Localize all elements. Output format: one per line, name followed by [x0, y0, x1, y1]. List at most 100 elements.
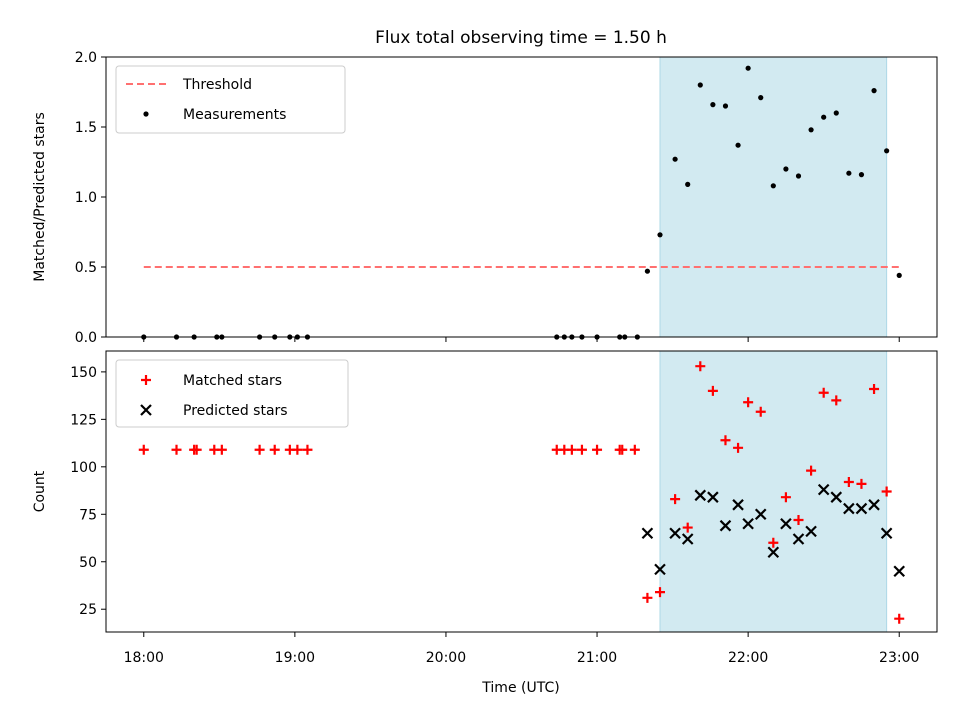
matched-point: [843, 477, 854, 488]
measurement-point: [622, 334, 628, 340]
predicted-point: [719, 519, 732, 532]
y-tick-label: 2.0: [75, 50, 97, 66]
y-tick-label: 25: [79, 602, 97, 618]
y-tick-label: 75: [79, 507, 97, 523]
top-legend: Threshold Measurements: [115, 65, 346, 134]
measurement-point: [257, 334, 263, 340]
measurement-point: [214, 334, 220, 340]
predicted-point: [830, 491, 843, 503]
matched-point: [768, 537, 779, 548]
measurement-point: [745, 65, 751, 71]
measurement-point: [783, 166, 789, 172]
measurement-point: [219, 334, 225, 340]
measurement-point: [294, 334, 300, 340]
matched-point: [818, 387, 829, 398]
measurement-point: [896, 272, 902, 278]
y-tick-label: 0.0: [75, 330, 97, 346]
measurement-point: [758, 95, 764, 101]
predicted-point: [780, 517, 792, 530]
matched-point: [269, 444, 280, 455]
matched-point: [617, 444, 628, 455]
matched-point: [733, 442, 744, 453]
chart-title: Flux total observing time = 1.50 h: [375, 28, 667, 48]
y-tick-label: 0.5: [75, 260, 97, 276]
predicted-point: [694, 489, 707, 502]
matched-point: [138, 444, 149, 455]
matched-point: [743, 397, 754, 408]
matched-point: [707, 385, 718, 396]
matched-point: [216, 444, 227, 455]
measurement-point: [722, 103, 729, 109]
matched-point: [793, 514, 804, 525]
measurement-point: [634, 334, 640, 340]
matched-point: [254, 444, 265, 455]
legend-threshold-label: Threshold: [182, 77, 252, 93]
predicted-point: [754, 508, 767, 521]
y-axis-label: Matched/Predicted stars: [32, 112, 48, 282]
x-tick-label: 21:00: [577, 650, 617, 666]
y-tick-label: 1.5: [75, 120, 97, 136]
measurement-point: [561, 334, 567, 340]
measurement-point: [554, 334, 560, 340]
matched-point: [682, 522, 693, 533]
measurement-point: [569, 334, 575, 340]
measurement-point: [657, 232, 663, 238]
legend-box: [115, 65, 346, 134]
matched-point: [755, 406, 766, 417]
measurement-point: [141, 334, 147, 340]
y-tick-label: 125: [70, 412, 97, 428]
x-tick-label: 23:00: [879, 650, 919, 666]
predicted-point: [868, 499, 880, 511]
top-panel: 0.0 0.5 1.0 1.5 2.0 Matched/Predicted stars Th…: [32, 50, 938, 346]
matched-point: [670, 494, 681, 505]
matched-point: [831, 395, 842, 406]
measurement-point: [672, 156, 678, 162]
bottom-panel: 25 50 75 100 125 150 18:00 19:00 20:00 21:00 22:00…: [32, 350, 938, 666]
measurement-point: [884, 148, 890, 154]
matched-point: [695, 361, 706, 372]
matched-point: [780, 492, 791, 503]
measurement-point: [644, 268, 651, 274]
measurement-point: [871, 88, 877, 94]
highlight-span: [659, 56, 888, 338]
matched-point: [592, 444, 603, 455]
predicted-point: [641, 527, 654, 540]
measurement-point: [287, 334, 293, 340]
predicted-point: [805, 525, 817, 538]
measurement-point: [173, 334, 180, 340]
predicted-point: [880, 527, 893, 540]
matched-point: [191, 444, 202, 455]
matched-point: [629, 444, 640, 455]
matched-point: [171, 444, 182, 455]
measurement-point: [594, 334, 600, 340]
matched-point: [655, 587, 665, 598]
measurement-point: [858, 172, 865, 178]
measurement-point: [272, 334, 278, 340]
matched-point: [856, 478, 867, 489]
x-tick-label: 20:00: [426, 650, 466, 666]
matched-point: [642, 592, 653, 603]
measurement-point: [710, 102, 716, 108]
predicted-point: [669, 527, 681, 540]
legend-box: [115, 359, 349, 428]
measurement-point: [304, 334, 311, 340]
bottom-legend: Matched stars Predicted stars: [115, 359, 349, 428]
predicted-point: [817, 483, 830, 496]
x-tick-label: 19:00: [275, 650, 315, 666]
predicted-point: [767, 546, 780, 559]
measurement-point: [846, 170, 852, 176]
measurement-point: [685, 181, 691, 187]
predicted-point: [742, 517, 754, 530]
matched-point: [576, 444, 587, 455]
legend-predicted-swatch: [140, 404, 152, 416]
matched-point: [894, 613, 905, 624]
x-tick-label: 22:00: [728, 650, 768, 666]
matched-point: [302, 444, 313, 455]
y-axis-label: Count: [32, 470, 48, 512]
matched-point: [292, 444, 303, 455]
matched-point: [869, 383, 880, 394]
legend-matched-swatch: [141, 375, 151, 385]
legend-predicted-label: Predicted stars: [183, 403, 288, 419]
legend-measurements-label: Measurements: [183, 107, 286, 123]
